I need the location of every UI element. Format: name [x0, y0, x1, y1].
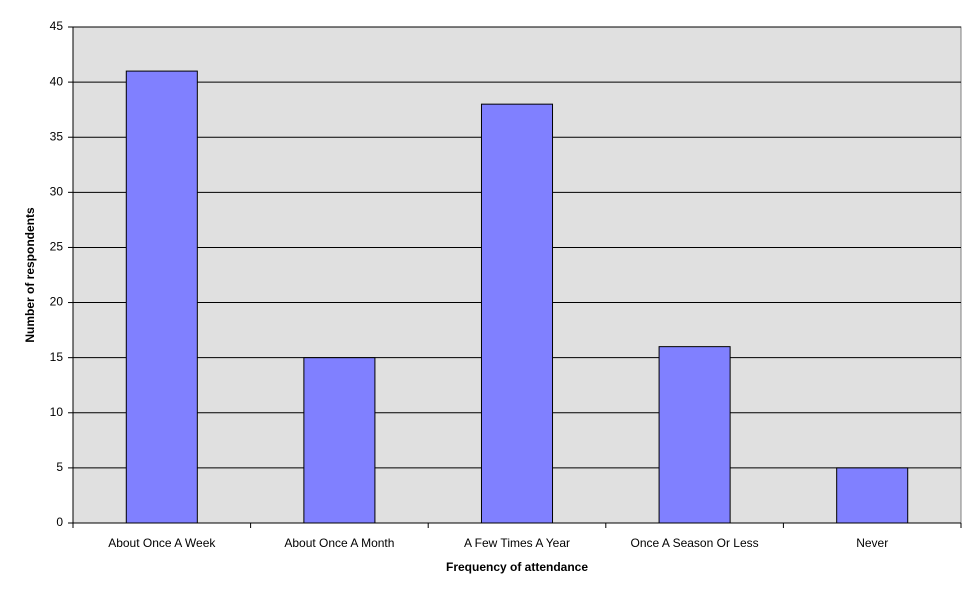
x-tick-label: Once A Season Or Less: [631, 536, 759, 550]
y-tick-label: 45: [50, 19, 64, 33]
bar: [303, 357, 376, 524]
y-tick-label: 25: [50, 240, 64, 254]
x-tick-label: A Few Times A Year: [464, 536, 570, 550]
y-tick-label: 35: [50, 129, 64, 143]
bar: [658, 346, 731, 524]
x-axis-title: Frequency of attendance: [446, 560, 588, 574]
y-tick-label: 0: [56, 515, 63, 529]
x-tick-label: Never: [856, 536, 888, 550]
y-tick-label: 40: [50, 74, 64, 88]
bar: [836, 467, 909, 524]
y-tick-label: 15: [50, 350, 64, 364]
bar: [480, 103, 554, 524]
y-tick-label: 20: [50, 295, 64, 309]
y-axis-title: Number of respondents: [23, 207, 37, 343]
x-tick-label: About Once A Month: [284, 536, 394, 550]
y-tick-label: 5: [56, 460, 63, 474]
bar: [125, 70, 198, 524]
y-tick-label: 30: [50, 185, 64, 199]
y-tick-label: 10: [50, 405, 64, 419]
x-tick-label: About Once A Week: [108, 536, 216, 550]
